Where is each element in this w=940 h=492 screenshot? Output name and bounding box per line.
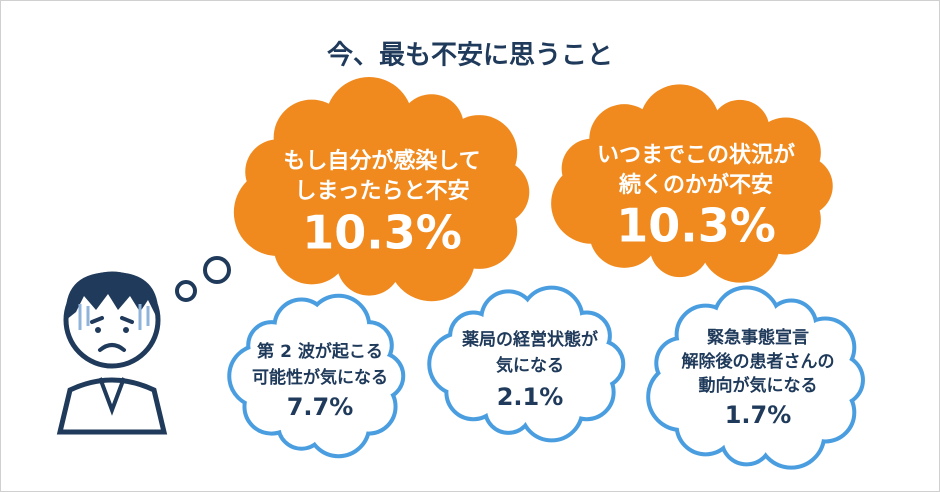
item-line: 薬局の経営状態が (462, 329, 598, 350)
item-line: 続くのかが不安 (619, 172, 773, 198)
item-line: 気になる (495, 355, 564, 376)
item-line: しまったらと不安 (294, 178, 469, 204)
cloud (427, 285, 626, 443)
cloud (233, 77, 530, 302)
cloud-puff (649, 217, 710, 278)
cloud-puff (309, 396, 368, 455)
title: 今、最も不安に思うこと (327, 40, 613, 71)
clouds (227, 77, 865, 470)
item-line: 可能性が気になる (252, 367, 388, 388)
cloud (227, 293, 406, 459)
item-line: 動向が気になる (699, 375, 818, 396)
cloud-puff (760, 403, 823, 466)
item-line: 解除後の患者さんの (682, 351, 835, 372)
cloud-puff (798, 320, 853, 375)
cloud-puff (347, 324, 390, 367)
item-line: 緊急事態宣言 (707, 327, 809, 348)
item-line: もし自分が感染して (283, 148, 480, 174)
cloud-puff (452, 314, 495, 358)
cloud-puff (336, 230, 402, 296)
thought-dot (203, 256, 231, 284)
item-value: 1.7% (725, 401, 792, 429)
cloud-puff (639, 84, 720, 165)
cloud-puff (387, 213, 476, 302)
cloud-puff (487, 388, 530, 431)
cloud-puff (522, 380, 581, 439)
cloud-puff (441, 115, 518, 192)
cloud-puff (699, 202, 781, 283)
cloud (551, 84, 833, 283)
cloud-puff (715, 289, 778, 352)
cloud-puff (650, 365, 713, 428)
cloud-puff (325, 77, 413, 165)
item-value: 2.1% (497, 383, 564, 411)
item-line: 第 2 波が起こる (256, 341, 383, 362)
cloud-puff (723, 416, 770, 463)
item-value: 7.7% (287, 393, 354, 421)
cloud (646, 285, 865, 470)
cloud-puff (750, 117, 821, 188)
item-value: 10.3% (302, 206, 462, 260)
thought-dot (175, 280, 197, 302)
item-value: 10.3% (616, 199, 776, 253)
worried-person (56, 271, 168, 435)
cloud-puff (565, 314, 608, 358)
cloud-puff (483, 293, 534, 344)
item-line: いつまでこの状況が (597, 142, 795, 168)
